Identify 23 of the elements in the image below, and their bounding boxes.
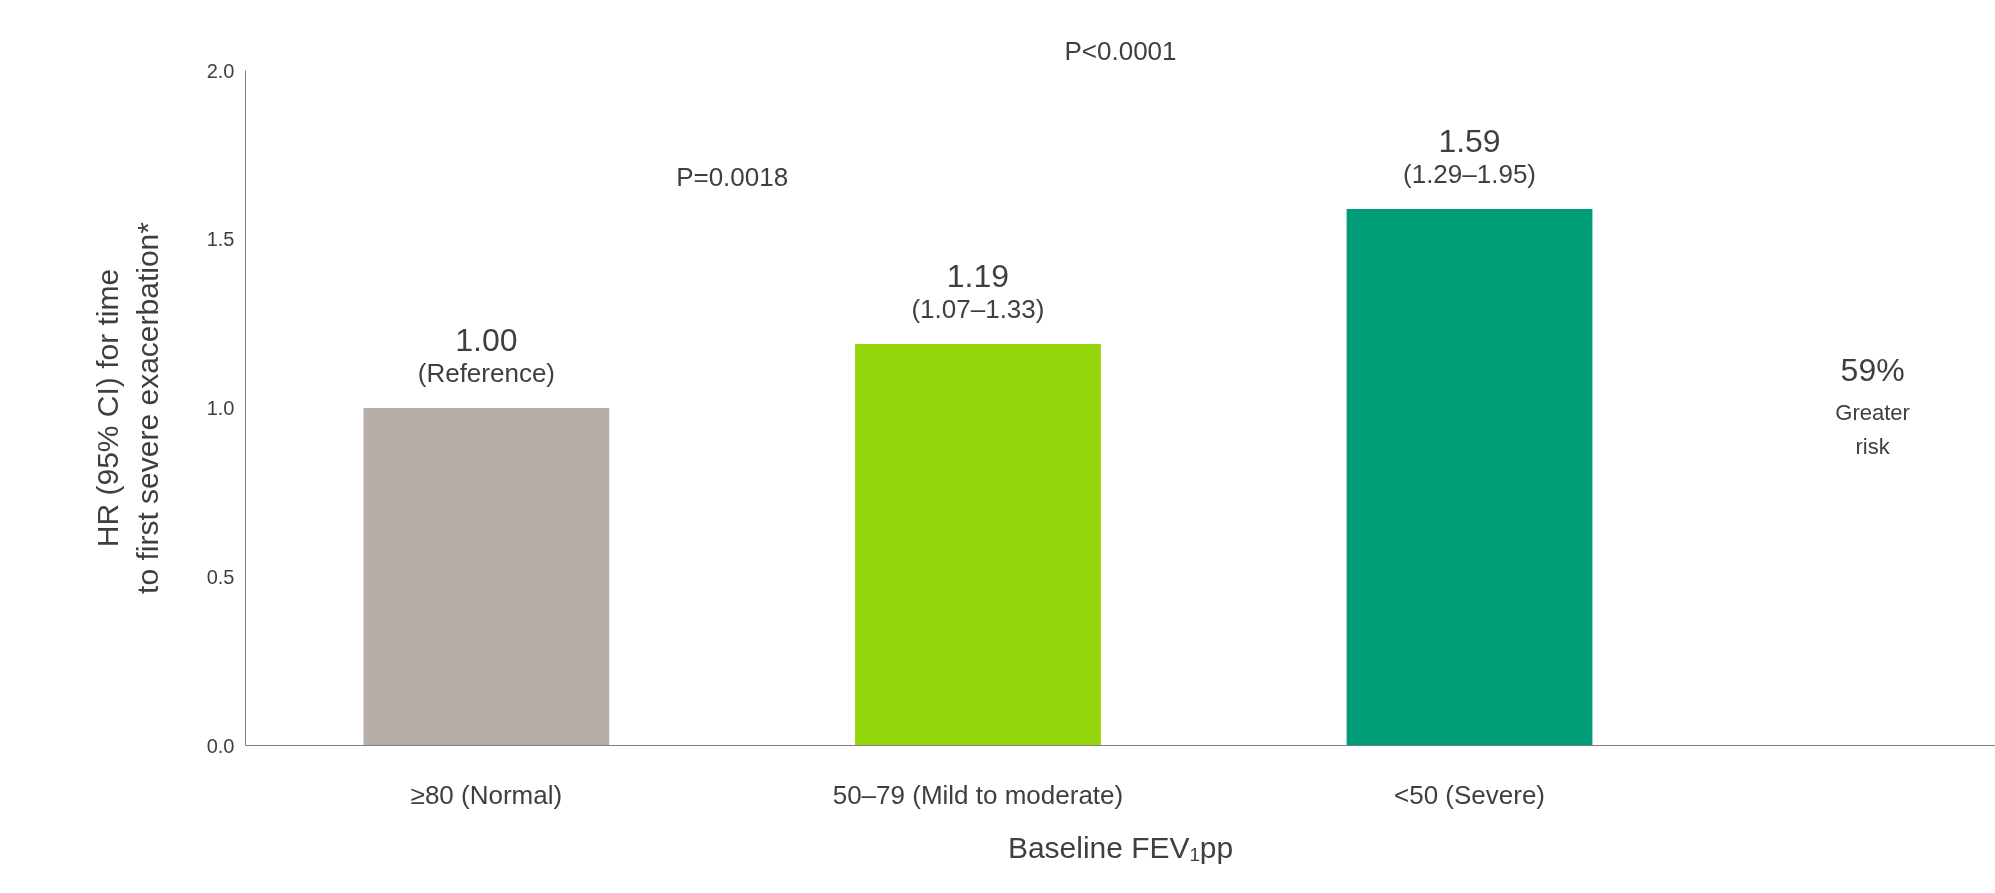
y-tick-label: 1.0 (206, 397, 235, 419)
text: P<0.0001 (1064, 35, 1177, 66)
x-tick-label: ≥80 (Normal) (410, 779, 563, 810)
x-tick-label: <50 (Severe) (1394, 779, 1546, 810)
annotation: (1.07–1.33) (911, 293, 1045, 324)
bar (855, 343, 1101, 746)
y-tick-label: 2.0 (206, 59, 235, 82)
annotation: Greater risk (1835, 399, 1910, 459)
annotation: (1.29–1.95) (1403, 158, 1537, 189)
x-tick-label: 50–79 (Mild to moderate) (832, 779, 1124, 810)
annotation: 59% (1840, 351, 1905, 388)
data-label: 1.00 (455, 321, 518, 358)
bar (363, 408, 610, 746)
y-tick-label: 0.5 (206, 565, 235, 588)
bar (1346, 208, 1593, 746)
annotation: P=0.0018 (676, 162, 789, 192)
data-label: 1.19 (946, 257, 1010, 294)
x-axis-title: Baseline FEV₁pp (1007, 830, 1234, 864)
y-tick-label: 1.5 (206, 228, 235, 251)
y-axis-title: HR (95% CI) for time to first severe exacerbation* (91, 221, 164, 594)
annotation: (Reference) (417, 357, 556, 388)
data-label: 1.59 (1438, 122, 1501, 159)
y-tick-label: 0.0 (206, 734, 235, 757)
